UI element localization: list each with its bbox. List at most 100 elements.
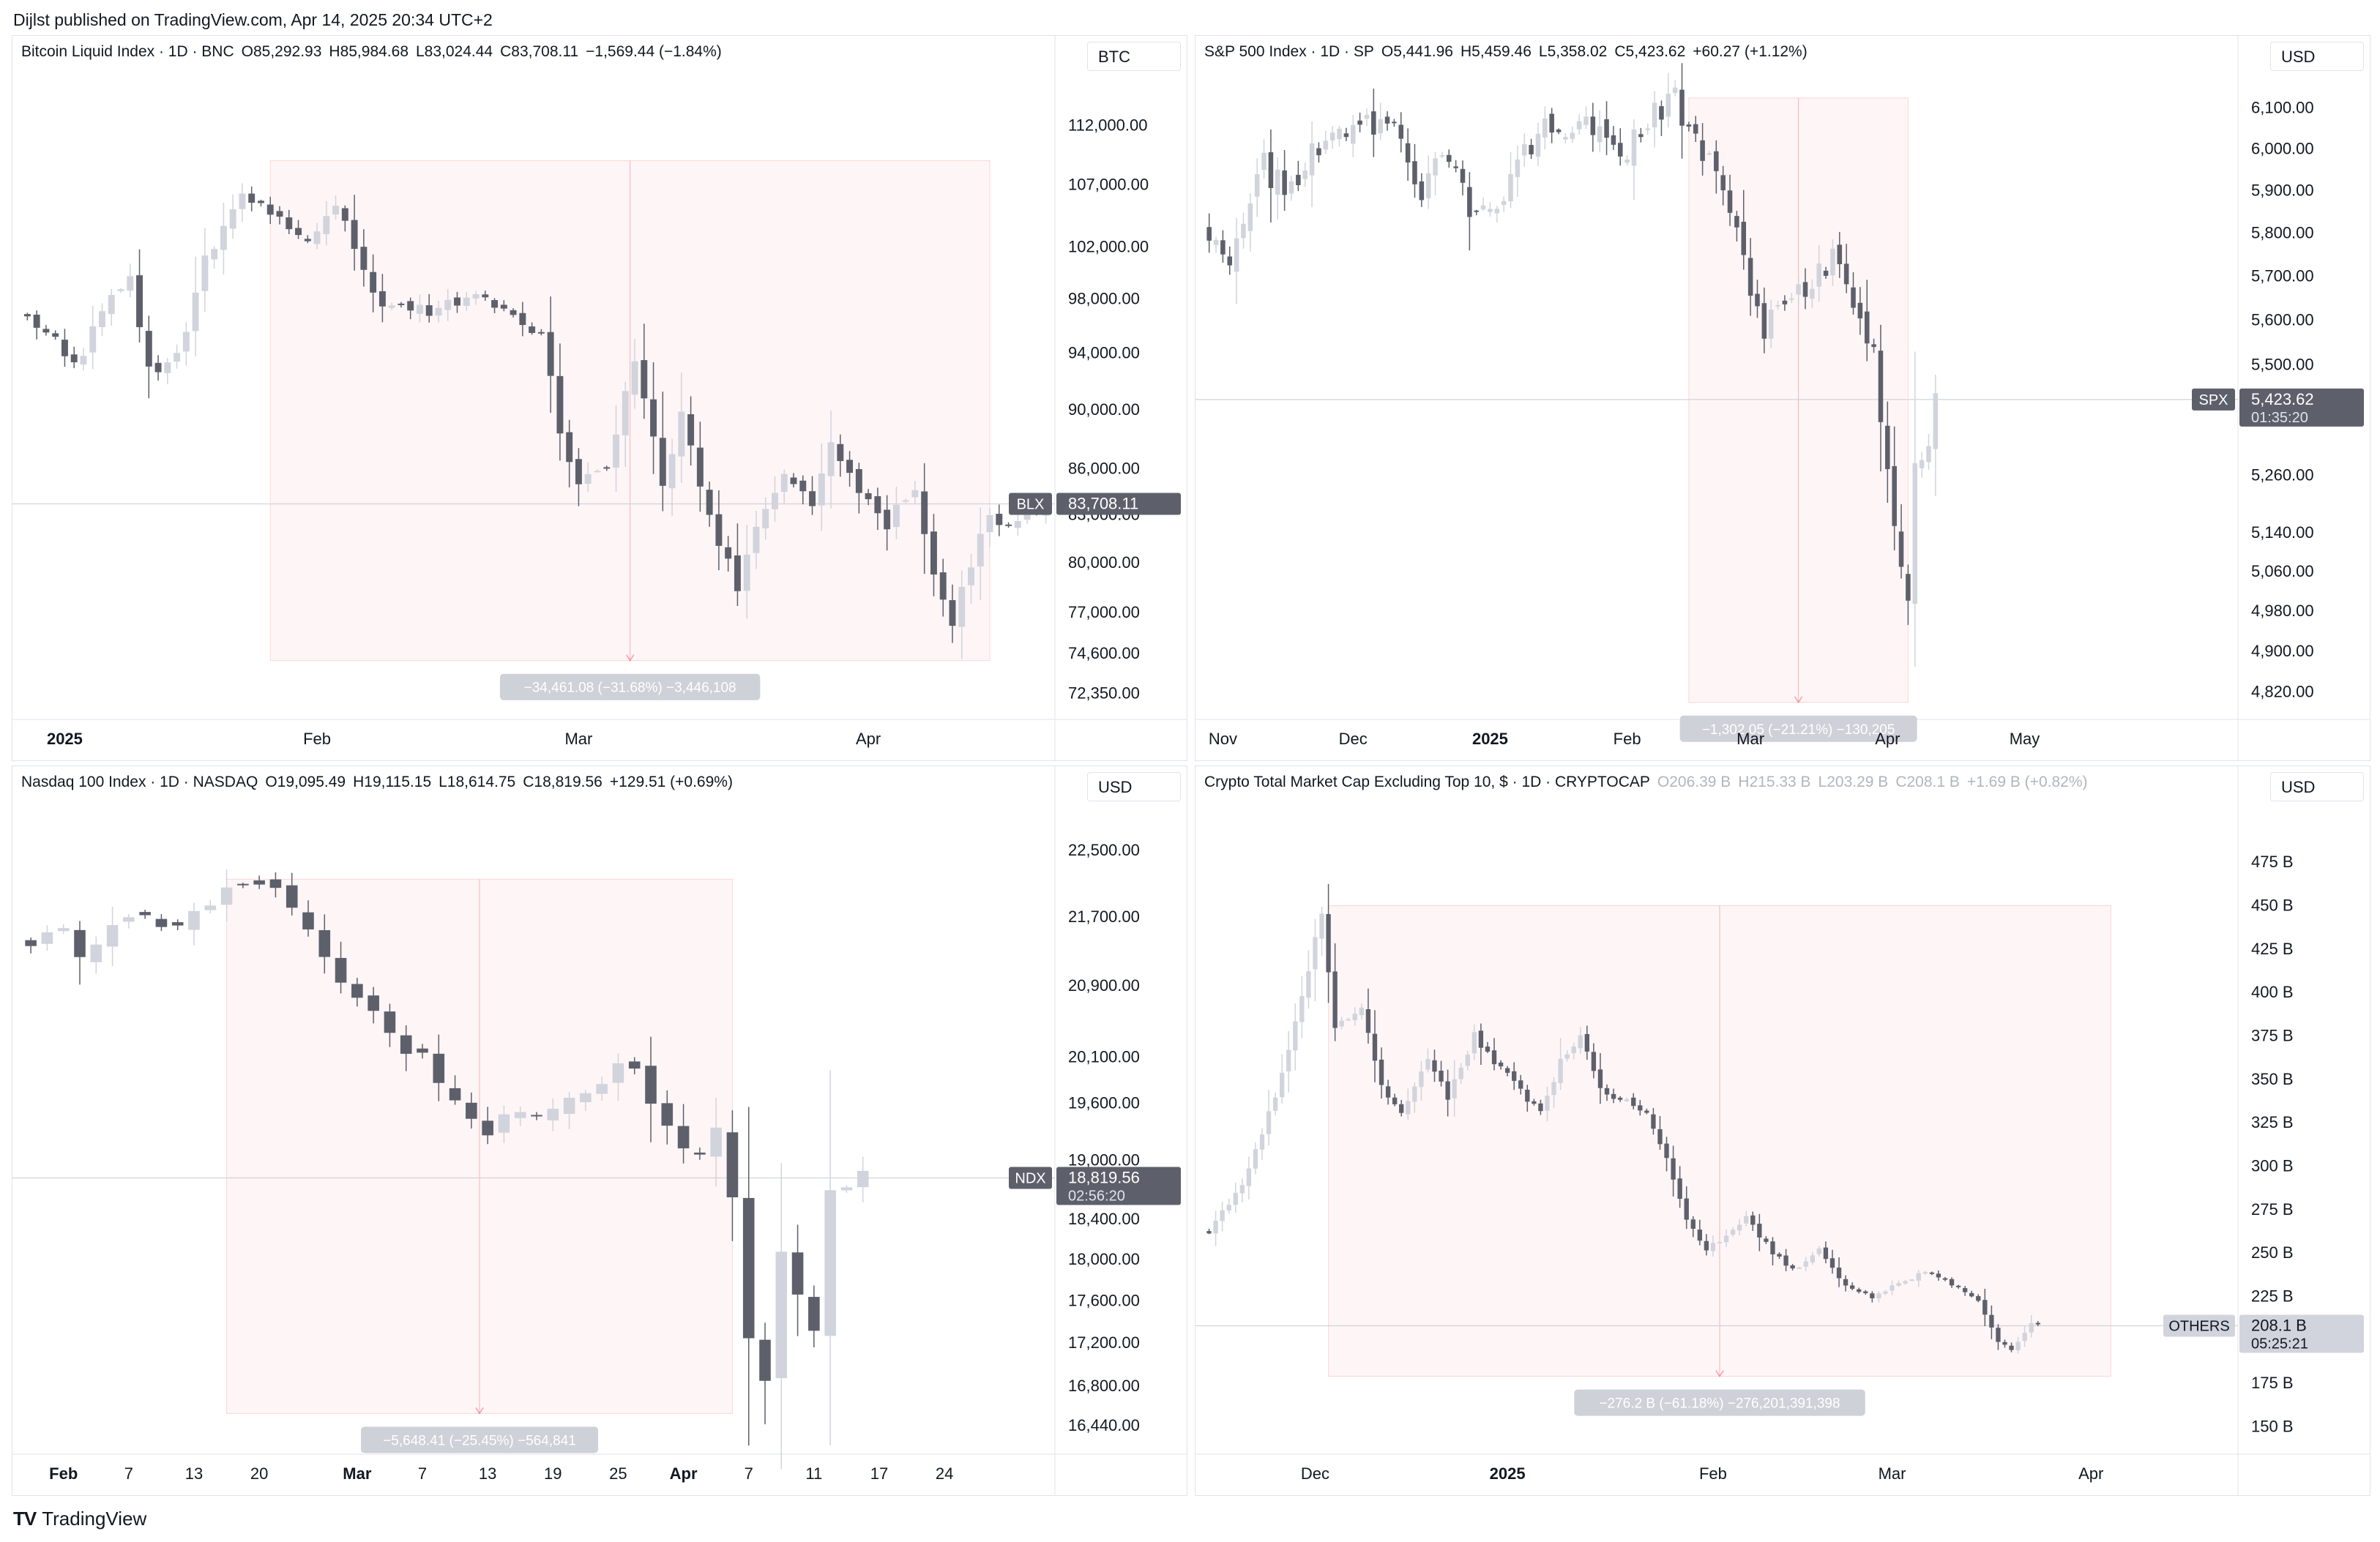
candle-body — [1350, 124, 1356, 144]
candle-body — [89, 326, 97, 353]
candle-body — [1962, 1288, 1968, 1292]
candle-body — [1843, 263, 1849, 285]
candle-body — [1782, 300, 1788, 304]
candle-body — [2009, 1345, 2014, 1350]
candle-body — [1515, 160, 1521, 177]
y-tick-label: 250 B — [2251, 1243, 2294, 1262]
candle-body — [400, 1035, 412, 1054]
candle-body — [417, 1048, 428, 1053]
candle-body — [61, 340, 68, 356]
candle-body — [1261, 152, 1267, 171]
chart-panel-ndx[interactable]: Nasdaq 100 Index · 1D · NASDAQ O19,095.4… — [12, 766, 1187, 1496]
candle-body — [1474, 210, 1479, 212]
candle-body — [1542, 118, 1548, 138]
measure-arrow-head — [1794, 696, 1803, 704]
candle-body — [1704, 1240, 1709, 1251]
candle-body — [237, 883, 249, 886]
candle-body — [1777, 1254, 1782, 1257]
candle-body — [1883, 1291, 1888, 1294]
candle-body — [1830, 248, 1835, 276]
candle-body — [253, 880, 265, 885]
candle-body — [220, 225, 227, 250]
candle-body — [1912, 463, 1918, 604]
currency-selector[interactable]: BTC — [1087, 42, 1181, 71]
y-tick-label: 175 B — [2251, 1374, 2294, 1392]
symbol-tag: SPX — [2198, 392, 2228, 408]
candle-body — [1823, 1247, 1829, 1260]
measure-range-box — [226, 878, 733, 1414]
candle-body — [1296, 174, 1301, 186]
y-tick-label: 225 B — [2251, 1287, 2294, 1305]
y-tick-label: 350 B — [2251, 1070, 2294, 1088]
candle-body — [510, 310, 517, 315]
candle-body — [33, 314, 40, 328]
candle-body — [1439, 1070, 1444, 1082]
candle-body — [1631, 129, 1637, 166]
chart-panel-spx[interactable]: S&P 500 Index · 1D · SP O5,441.96 H5,459… — [1195, 35, 2370, 761]
candle-body — [2029, 1323, 2034, 1333]
candle-body — [580, 1093, 592, 1103]
candle-body — [286, 217, 293, 230]
currency-selector[interactable]: USD — [1087, 772, 1181, 801]
candle-body — [1849, 1285, 1855, 1290]
candle-body — [1556, 130, 1562, 132]
candle-body — [2022, 1333, 2027, 1341]
measure-label: −1,302.05 (−21.21%) −130,205 — [1702, 722, 1895, 738]
y-tick-label: 17,200.00 — [1068, 1333, 1140, 1352]
ohlc-low: L83,024.44 — [416, 43, 493, 60]
x-tick-label: Dec — [1339, 730, 1368, 748]
chart-panel-btc[interactable]: Bitcoin Liquid Index · 1D · BNC O85,292.… — [12, 35, 1187, 761]
candle-body — [1364, 115, 1370, 119]
countdown-label: 05:25:21 — [2251, 1336, 2308, 1352]
chart-legend: Nasdaq 100 Index · 1D · NASDAQ O19,095.4… — [21, 774, 733, 791]
last-price-label: 83,708.11 — [1068, 495, 1138, 513]
measure-range-box — [1688, 97, 1909, 703]
candle-body — [1419, 1071, 1424, 1088]
candle-body — [1445, 1081, 1450, 1100]
candle-body — [1590, 116, 1596, 135]
candle-body — [1545, 1096, 1550, 1111]
candle-body — [1286, 1049, 1291, 1071]
candle-body — [1665, 94, 1671, 117]
last-price-tag-bg — [2239, 388, 2364, 427]
candle-body — [857, 1170, 869, 1188]
candle-body — [1755, 293, 1760, 307]
candle-body — [23, 314, 31, 317]
candle-body — [1279, 1072, 1285, 1098]
ohlc-change: +129.51 (+0.69%) — [609, 774, 733, 790]
y-tick-label: 16,800.00 — [1068, 1377, 1140, 1395]
candle-body — [74, 929, 86, 957]
x-tick-label: Dec — [1301, 1464, 1329, 1483]
candle-body — [57, 928, 70, 932]
candle-body — [1955, 1285, 1961, 1287]
countdown-label: 01:35:20 — [2251, 410, 2308, 426]
y-tick-label: 107,000.00 — [1068, 175, 1149, 193]
candle-body — [824, 1190, 836, 1336]
chart-canvas: −5,648.41 (−25.45%) −564,841 22,500.00 21,… — [12, 766, 1187, 1495]
candle-body — [1989, 1314, 1994, 1328]
candle-body — [1611, 1093, 1616, 1099]
y-tick-label: 98,000.00 — [1068, 290, 1140, 308]
y-tick-label: 112,000.00 — [1068, 116, 1147, 134]
candle-body — [123, 917, 135, 922]
candle-body — [463, 297, 470, 306]
candle-body — [1488, 209, 1493, 212]
candle-body — [1933, 393, 1939, 449]
symbol-tag: OTHERS — [2168, 1319, 2229, 1335]
candle-body — [1864, 311, 1870, 344]
currency-selector[interactable]: USD — [2270, 42, 2364, 71]
candle-body — [1319, 913, 1324, 939]
candle-body — [435, 307, 442, 316]
currency-selector[interactable]: USD — [2270, 772, 2364, 801]
candle-body — [1529, 145, 1534, 154]
candle-body — [2035, 1322, 2040, 1325]
candle-body — [1359, 1007, 1365, 1016]
candle-body — [80, 356, 87, 365]
candle-body — [42, 329, 50, 333]
candle-body — [1467, 187, 1472, 217]
candle-body — [1757, 1224, 1762, 1238]
candle-body — [1365, 1009, 1371, 1033]
chart-panel-others[interactable]: Crypto Total Market Cap Excluding Top 10… — [1195, 766, 2370, 1496]
candle-body — [628, 1061, 641, 1069]
symbol-tag-bg — [1009, 1167, 1052, 1189]
